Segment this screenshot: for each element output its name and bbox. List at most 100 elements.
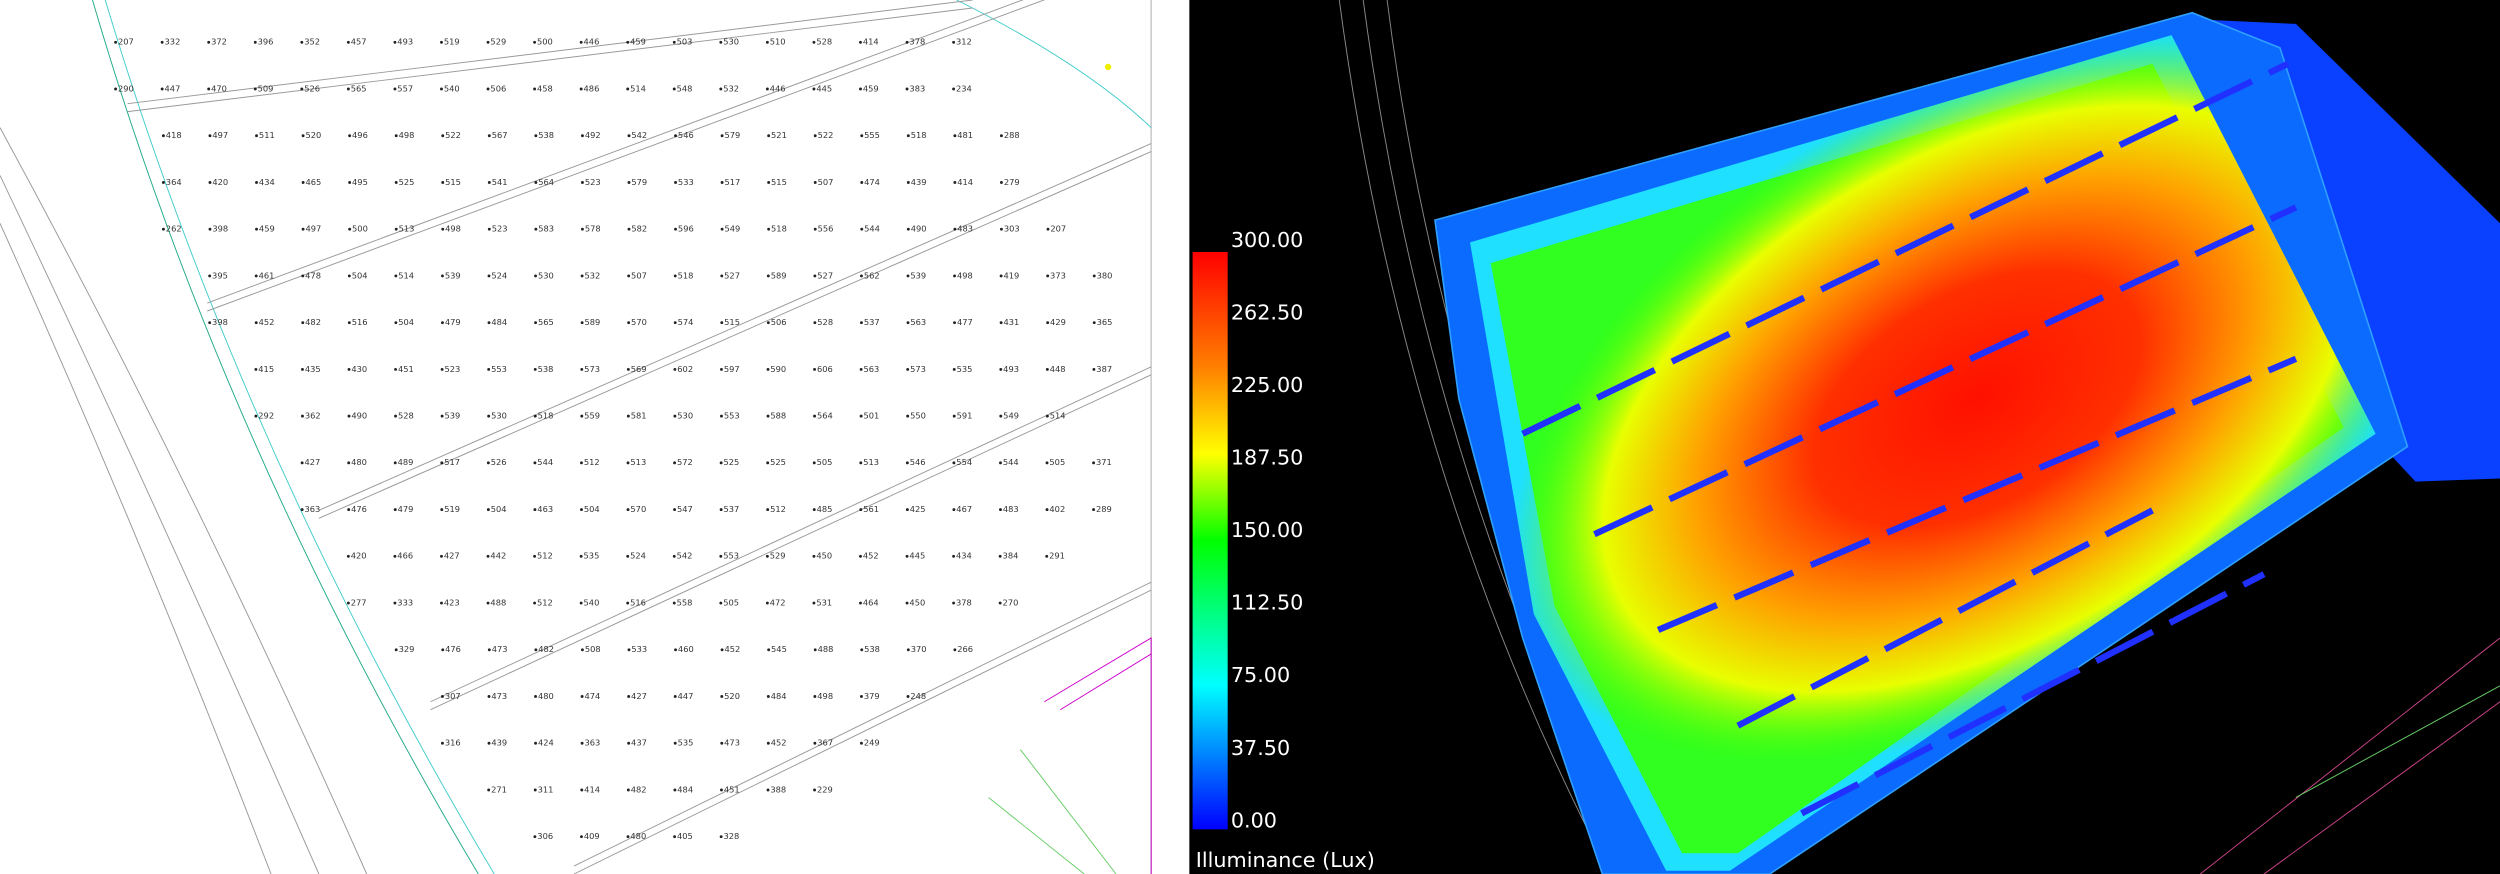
grid-value: 519 bbox=[444, 504, 460, 514]
grid-value: 559 bbox=[584, 410, 600, 420]
grid-value: 248 bbox=[910, 691, 926, 701]
grid-value: 363 bbox=[585, 738, 601, 748]
grid-point bbox=[906, 274, 910, 278]
grid-point bbox=[533, 554, 537, 558]
cad-lines bbox=[0, 0, 1152, 874]
grid-point bbox=[1092, 274, 1096, 278]
grid-point bbox=[1092, 461, 1096, 465]
grid-point bbox=[905, 87, 909, 91]
grid-point bbox=[394, 181, 398, 184]
grid-value: 364 bbox=[166, 177, 182, 187]
grid-point bbox=[1046, 321, 1050, 325]
grid-point bbox=[580, 788, 584, 792]
grid-value: 537 bbox=[864, 317, 880, 327]
grid-point bbox=[860, 741, 863, 745]
grid-value: 497 bbox=[305, 224, 321, 234]
grid-point bbox=[393, 601, 397, 605]
grid-point bbox=[767, 134, 771, 138]
grid-value: 495 bbox=[352, 177, 368, 187]
grid-point bbox=[952, 414, 956, 418]
grid-value: 371 bbox=[1096, 457, 1112, 467]
grid-point bbox=[1092, 508, 1096, 512]
grid-value: 480 bbox=[630, 831, 646, 841]
grid-point bbox=[441, 274, 444, 278]
grid-value: 518 bbox=[771, 224, 787, 234]
grid-point bbox=[860, 227, 864, 231]
grid-value: 542 bbox=[677, 551, 693, 561]
grid-point bbox=[441, 181, 445, 184]
grid-value: 459 bbox=[630, 37, 646, 47]
grid-value: 492 bbox=[585, 130, 601, 140]
grid-point bbox=[208, 181, 212, 184]
legend-tick-label: 262.50 bbox=[1231, 300, 1303, 324]
grid-point bbox=[580, 134, 584, 138]
grid-point bbox=[626, 788, 630, 792]
grid-value: 378 bbox=[909, 37, 925, 47]
grid-point bbox=[255, 181, 258, 184]
grid-value: 565 bbox=[538, 317, 554, 327]
grid-point bbox=[254, 274, 258, 278]
grid-value: 229 bbox=[817, 784, 833, 794]
grid-point bbox=[255, 227, 258, 231]
grid-point bbox=[626, 87, 630, 91]
grid-point bbox=[953, 321, 956, 325]
grid-point bbox=[487, 321, 491, 325]
grid-value: 596 bbox=[678, 224, 694, 234]
grid-point bbox=[1092, 321, 1096, 325]
grid-point bbox=[393, 40, 397, 44]
grid-point bbox=[626, 40, 630, 44]
grid-value: 533 bbox=[631, 644, 647, 654]
grid-value: 539 bbox=[910, 270, 926, 280]
grid-value: 442 bbox=[490, 551, 506, 561]
grid-point bbox=[812, 601, 816, 605]
grid-value: 525 bbox=[770, 457, 786, 467]
grid-value: 567 bbox=[492, 130, 508, 140]
grid-point bbox=[860, 321, 863, 325]
grid-value: 540 bbox=[444, 83, 460, 93]
grid-point bbox=[998, 554, 1002, 558]
grid-point bbox=[766, 461, 770, 465]
grid-value: 540 bbox=[584, 597, 600, 607]
grid-point bbox=[441, 648, 445, 652]
grid-point bbox=[207, 40, 211, 44]
grid-point bbox=[952, 87, 956, 91]
grid-value: 512 bbox=[584, 457, 600, 467]
grid-point bbox=[952, 554, 956, 558]
grid-value: 490 bbox=[911, 224, 927, 234]
legend-tick-label: 112.50 bbox=[1231, 591, 1303, 615]
grid-point bbox=[766, 695, 770, 698]
grid-value: 207 bbox=[118, 37, 134, 47]
grid-value: 439 bbox=[911, 177, 927, 187]
grid-point bbox=[813, 648, 817, 652]
grid-point bbox=[813, 227, 817, 231]
grid-point bbox=[533, 40, 537, 44]
grid-point bbox=[812, 554, 816, 558]
grid-value: 445 bbox=[816, 83, 832, 93]
grid-point bbox=[394, 648, 398, 652]
grid-value: 570 bbox=[631, 317, 647, 327]
grid-value: 452 bbox=[259, 317, 275, 327]
grid-point bbox=[254, 367, 258, 371]
grid-point bbox=[812, 87, 816, 91]
grid-point bbox=[812, 40, 816, 44]
grid-point bbox=[441, 134, 445, 138]
grid-value: 500 bbox=[537, 37, 553, 47]
grid-point bbox=[860, 648, 864, 652]
grid-value: 332 bbox=[165, 37, 181, 47]
grid-point bbox=[534, 695, 537, 698]
grid-point bbox=[346, 554, 350, 558]
grid-point bbox=[580, 835, 583, 839]
grid-point bbox=[719, 601, 723, 605]
grid-point bbox=[346, 601, 350, 605]
grid-point bbox=[580, 695, 584, 698]
grid-value: 506 bbox=[771, 317, 787, 327]
grid-point bbox=[766, 741, 770, 745]
grid-value: 289 bbox=[1096, 504, 1112, 514]
grid-value: 544 bbox=[864, 224, 880, 234]
grid-point bbox=[719, 461, 723, 465]
grid-point bbox=[300, 87, 304, 91]
grid-value: 574 bbox=[678, 317, 694, 327]
grid-value: 493 bbox=[1003, 364, 1019, 374]
grid-value: 573 bbox=[584, 364, 600, 374]
grid-point bbox=[952, 40, 956, 44]
